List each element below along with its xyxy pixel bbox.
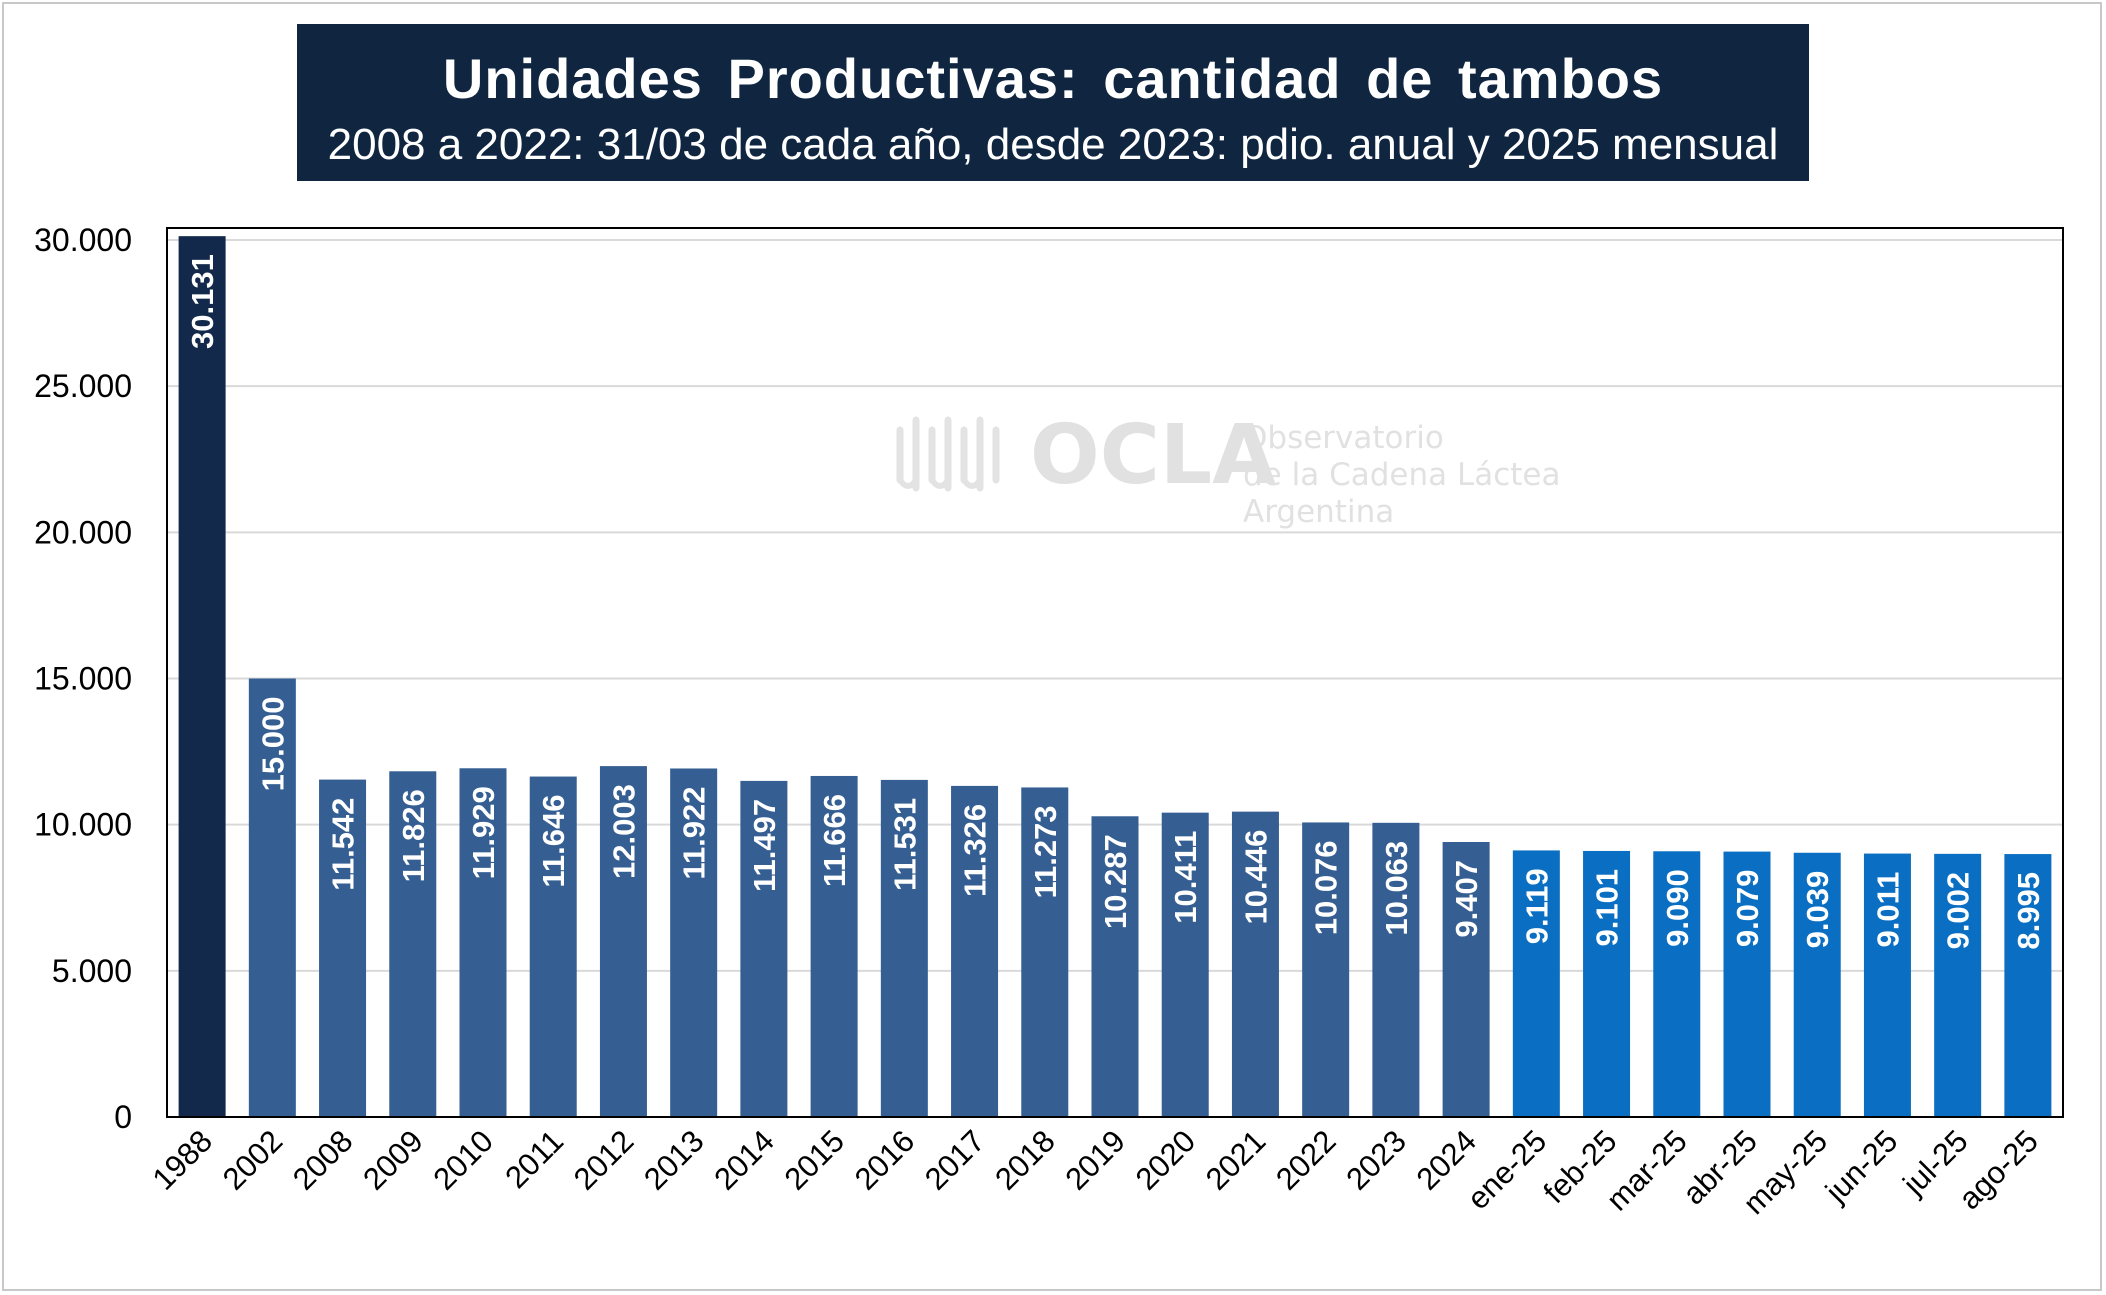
x-tick-label: 2011: [498, 1123, 570, 1195]
x-tick-label: 2019: [1058, 1123, 1132, 1197]
x-tick-label: 2020: [1129, 1123, 1203, 1197]
chart-title: Unidades Productivas: cantidad de tambos: [442, 47, 1664, 110]
bar-value-label: 9.079: [1730, 870, 1765, 948]
bar: [1231, 811, 1279, 1117]
bars: [178, 236, 2052, 1118]
y-tick-label: 5.000: [52, 953, 132, 989]
y-tick-label: 20.000: [34, 514, 132, 550]
y-tick-label: 0: [114, 1099, 132, 1135]
watermark-line-1: Observatorio: [1243, 420, 1444, 456]
x-tick-label: 2010: [426, 1123, 500, 1197]
bar: [951, 785, 999, 1117]
bar: [1653, 851, 1701, 1117]
bar: [740, 780, 788, 1117]
bar: [1302, 822, 1350, 1117]
bar: [319, 779, 367, 1117]
x-tick-label: 1988: [146, 1123, 220, 1197]
bar-value-label: 11.531: [887, 798, 922, 891]
data-labels: 30.131 15.000 11.542 11.826 11.929 11.646 12.0…: [185, 254, 2046, 949]
bar-value-label: 11.929: [466, 786, 501, 879]
x-tick-label: 2013: [637, 1123, 711, 1197]
bar-value-label: 11.666: [817, 794, 852, 887]
bar-value-label: 11.646: [536, 795, 571, 888]
x-tick-label: ago-25: [1952, 1123, 2045, 1216]
bar-value-label: 10.287: [1098, 834, 1133, 929]
bar-value-label: 30.131: [185, 254, 220, 349]
bar-value-label: 8.995: [2011, 872, 2046, 950]
bar: [1021, 787, 1069, 1117]
bar-value-label: 9.039: [1800, 871, 1835, 949]
x-tick-label: 2017: [918, 1123, 992, 1197]
x-tick-label: 2022: [1269, 1123, 1343, 1197]
bar: [880, 779, 928, 1117]
bar: [248, 678, 296, 1117]
bar: [178, 236, 226, 1118]
bar-value-label: 11.326: [958, 804, 993, 897]
bar-value-label: 11.273: [1028, 805, 1063, 898]
bar: [1583, 850, 1631, 1117]
bar-value-label: 9.407: [1449, 860, 1484, 938]
ocla-watermark: OCLA Observatorio de la Cadena Láctea Ar…: [896, 408, 1561, 530]
bar-value-label: 11.826: [396, 789, 431, 882]
bar-value-label: 10.446: [1238, 830, 1273, 925]
x-tick-label: 2015: [778, 1123, 852, 1197]
bar: [1934, 853, 1982, 1117]
x-tick-label: ene-25: [1460, 1123, 1553, 1216]
bar: [1793, 852, 1841, 1117]
watermark-line-2: de la Cadena Láctea: [1243, 457, 1561, 493]
x-tick-label: 2016: [848, 1123, 922, 1197]
x-axis-ticks: 1988200220082009201020112012201320142015…: [146, 1123, 2045, 1221]
bar: [2004, 854, 2052, 1117]
bar-value-label: 10.076: [1309, 840, 1344, 935]
bar: [670, 768, 718, 1117]
bar: [1442, 842, 1490, 1117]
bar: [1372, 822, 1420, 1117]
bar: [389, 771, 437, 1117]
bar: [810, 775, 858, 1117]
bar-value-label: 15.000: [255, 697, 290, 792]
y-axis-ticks: 0 5.000 10.000 15.000 20.000 25.000 30.000: [34, 222, 132, 1135]
y-tick-label: 25.000: [34, 368, 132, 404]
x-tick-label: jun-25: [1818, 1123, 1904, 1209]
x-tick-label: 2023: [1339, 1123, 1413, 1197]
x-tick-label: 2021: [1199, 1123, 1273, 1197]
bar-value-label: 9.119: [1519, 868, 1554, 944]
x-tick-label: 2018: [988, 1123, 1062, 1197]
bar-value-label: 9.002: [1941, 872, 1976, 950]
bar: [1863, 853, 1911, 1117]
bar-value-label: 9.011: [1870, 872, 1905, 948]
bar: [1723, 851, 1771, 1117]
title-banner: Unidades Productivas: cantidad de tambos…: [297, 24, 1809, 181]
bar-value-label: 12.003: [606, 784, 641, 879]
watermark-line-3: Argentina: [1243, 494, 1394, 530]
watermark-logo-text: OCLA: [1030, 408, 1276, 503]
bar-value-label: 11.542: [326, 798, 361, 891]
x-tick-label: 2009: [356, 1123, 430, 1197]
bar-value-label: 11.497: [747, 799, 782, 892]
x-tick-label: 2002: [216, 1123, 290, 1197]
y-tick-label: 15.000: [34, 661, 132, 697]
bar: [459, 768, 507, 1117]
bar-value-label: 10.063: [1379, 841, 1414, 936]
bar-value-label: 9.101: [1590, 869, 1625, 947]
bar: [1161, 812, 1209, 1117]
bar-value-label: 10.411: [1168, 831, 1203, 924]
x-tick-label: 2012: [567, 1123, 641, 1197]
plot-area-border: [166, 227, 2064, 1118]
x-tick-label: mar-25: [1600, 1123, 1694, 1217]
bar: [1512, 850, 1560, 1117]
ocla-logo-icon: [896, 416, 1000, 492]
x-tick-label: 2008: [286, 1123, 360, 1197]
bar: [599, 766, 647, 1117]
x-tick-label: 2014: [707, 1123, 781, 1197]
y-tick-label: 10.000: [34, 807, 132, 843]
y-tick-label: 30.000: [34, 222, 132, 258]
bar: [1091, 816, 1139, 1117]
bar-value-label: 9.090: [1660, 869, 1695, 947]
bar: [529, 776, 577, 1117]
chart-subtitle: 2008 a 2022: 31/03 de cada año, desde 20…: [327, 120, 1779, 169]
bar-value-label: 11.922: [677, 786, 712, 879]
